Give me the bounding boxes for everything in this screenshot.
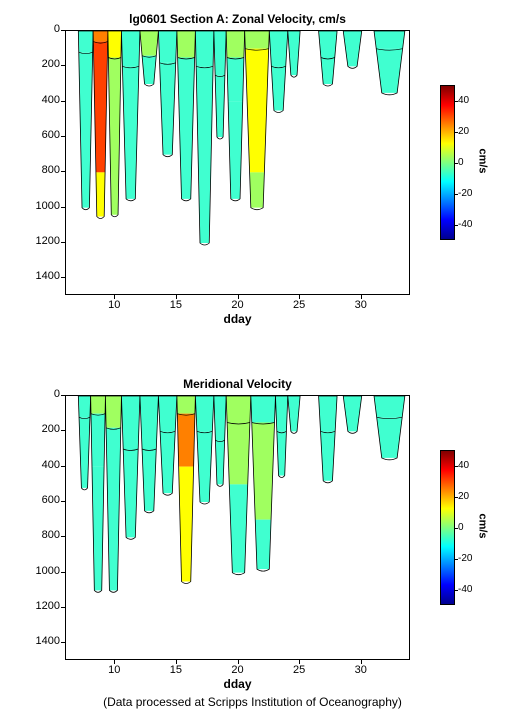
velocity-band (269, 31, 287, 66)
velocity-band (140, 31, 158, 56)
colorbar-tick: 20 (458, 126, 469, 137)
velocity-band (178, 58, 195, 85)
x-tick-label: 15 (166, 664, 186, 676)
velocity-band (177, 396, 195, 414)
velocity-band (319, 31, 337, 58)
colorbar-tick: 40 (458, 95, 469, 106)
y-tick-label: 1200 (36, 235, 60, 247)
plot-area-zonal (65, 30, 410, 295)
velocity-band (343, 31, 361, 66)
colorbar-tick: -20 (458, 188, 472, 199)
y-tick-label: 1400 (36, 635, 60, 647)
plot-area-meridional (65, 395, 410, 660)
colorbar-tick: -40 (458, 219, 472, 230)
velocity-band (196, 66, 213, 243)
velocity-band (251, 396, 276, 423)
x-tick-label: 30 (351, 299, 371, 311)
y-tick-label: 800 (42, 529, 60, 541)
x-tick-label: 30 (351, 664, 371, 676)
velocity-band (177, 414, 195, 467)
panel-meridional-title: Meridional Velocity (65, 377, 410, 391)
xlabel-meridional: dday (65, 677, 410, 691)
velocity-band (343, 396, 361, 431)
y-tick-label: 1200 (36, 600, 60, 612)
colorbar-tick: -40 (458, 584, 472, 595)
xlabel-zonal: dday (65, 312, 410, 326)
velocity-band (105, 396, 121, 428)
velocity-band (377, 417, 403, 458)
velocity-band (111, 190, 119, 215)
panel-zonal-title: lg0601 Section A: Zonal Velocity, cm/s (65, 12, 410, 26)
velocity-band (79, 52, 93, 207)
velocity-band (319, 396, 337, 431)
colorbar-meridional-label: cm/s (477, 513, 489, 538)
velocity-band (78, 31, 93, 52)
velocity-band (250, 172, 265, 207)
velocity-band (227, 423, 250, 485)
velocity-band (91, 414, 105, 467)
velocity-band (275, 396, 287, 431)
velocity-band (121, 396, 139, 449)
velocity-band (122, 66, 139, 199)
y-tick-label: 400 (42, 94, 60, 106)
velocity-band (91, 396, 106, 414)
velocity-band (177, 31, 195, 58)
velocity-band (374, 31, 405, 49)
velocity-band (195, 31, 213, 66)
colorbar-tick: 40 (458, 460, 469, 471)
y-tick-label: 200 (42, 423, 60, 435)
colorbar-tick: 0 (458, 522, 464, 533)
velocity-band (140, 396, 158, 449)
velocity-band (227, 58, 244, 102)
x-tick-label: 20 (228, 299, 248, 311)
colorbar-tick: 20 (458, 491, 469, 502)
x-tick-label: 10 (104, 664, 124, 676)
colorbar-zonal-label: cm/s (477, 148, 489, 173)
y-tick-label: 800 (42, 164, 60, 176)
y-tick-label: 1000 (36, 200, 60, 212)
x-tick-label: 20 (228, 664, 248, 676)
velocity-band (96, 172, 105, 216)
colorbar-tick: -20 (458, 553, 472, 564)
x-tick-label: 15 (166, 299, 186, 311)
footer-text: (Data processed at Scripps Institution o… (0, 695, 505, 709)
velocity-band (214, 31, 226, 75)
colorbar-tick: 0 (458, 157, 464, 168)
y-tick-label: 0 (54, 23, 60, 35)
colorbar-zonal (440, 85, 455, 240)
velocity-band (108, 31, 122, 58)
velocity-band (160, 63, 176, 155)
velocity-band (226, 396, 251, 423)
velocity-band (245, 31, 270, 49)
y-tick-label: 200 (42, 58, 60, 70)
velocity-band (78, 396, 90, 417)
velocity-band (376, 49, 402, 93)
y-tick-label: 1400 (36, 270, 60, 282)
velocity-band (158, 396, 176, 431)
colorbar-meridional (440, 450, 455, 605)
velocity-band (214, 396, 226, 440)
x-tick-label: 10 (104, 299, 124, 311)
y-tick-label: 600 (42, 129, 60, 141)
velocity-band (255, 520, 271, 569)
velocity-band (106, 428, 121, 591)
y-tick-label: 1000 (36, 565, 60, 577)
x-tick-label: 25 (289, 299, 309, 311)
velocity-band (252, 423, 275, 520)
velocity-band (121, 31, 139, 66)
velocity-band (158, 31, 176, 63)
velocity-band (226, 31, 244, 58)
velocity-band (93, 31, 108, 42)
y-tick-label: 600 (42, 494, 60, 506)
x-tick-label: 25 (289, 664, 309, 676)
y-tick-label: 400 (42, 459, 60, 471)
figure: lg0601 Section A: Zonal Velocity, cm/s 0… (0, 0, 505, 715)
y-tick-label: 0 (54, 388, 60, 400)
velocity-band (195, 396, 213, 431)
velocity-band (374, 396, 405, 417)
